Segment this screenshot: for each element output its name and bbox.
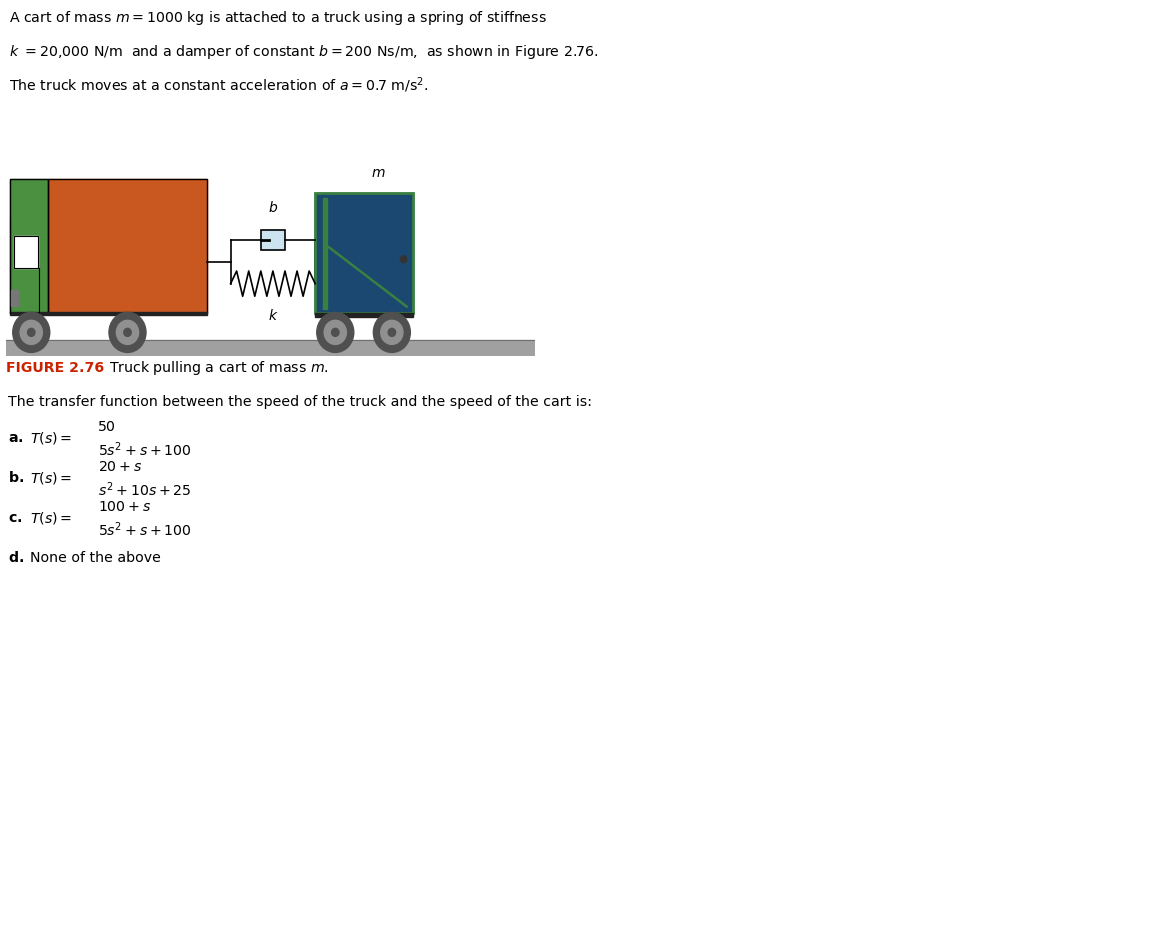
Bar [11,179,48,313]
Circle shape [401,256,407,263]
Bar [323,198,327,309]
Bar [48,179,207,313]
Text: $k$: $k$ [268,308,278,323]
Circle shape [13,312,49,353]
Text: $T(s) =$: $T(s) =$ [31,470,72,486]
Bar [14,236,38,267]
Bar [48,179,207,313]
Bar [11,311,207,315]
Circle shape [381,321,403,344]
Circle shape [116,321,139,344]
Text: $20 + s$: $20 + s$ [98,460,142,474]
Circle shape [331,328,340,337]
Text: $\mathbf{d.}$: $\mathbf{d.}$ [8,551,25,566]
Bar [6,340,535,356]
Circle shape [20,321,42,344]
Text: $5s^2 + s + 100$: $5s^2 + s + 100$ [98,521,192,539]
Circle shape [388,328,396,337]
Bar [261,230,284,250]
Text: 50: 50 [98,419,116,433]
Text: $s^2 + 10s + 25$: $s^2 + 10s + 25$ [98,480,192,499]
Text: $b$: $b$ [268,201,278,216]
Circle shape [123,328,132,337]
Text: The truck moves at a constant acceleration of $a = 0.7$ m/s$^2$.: The truck moves at a constant accelerati… [9,75,429,95]
Bar [14,236,38,267]
Text: $m$: $m$ [371,166,387,180]
Circle shape [317,312,354,353]
Text: $\mathbf{c.}$: $\mathbf{c.}$ [8,510,22,524]
Bar [315,193,412,313]
Text: $k\ = 20{,}000$ N/m  and a damper of constant $b = 200$ Ns/m,  as shown in Figur: $k\ = 20{,}000$ N/m and a damper of cons… [9,43,599,61]
Text: FIGURE 2.76: FIGURE 2.76 [6,361,105,374]
Circle shape [324,321,347,344]
Text: $T(s) =$: $T(s) =$ [31,430,72,446]
Bar [12,290,18,306]
Bar [315,313,412,317]
Text: Truck pulling a cart of mass $m$.: Truck pulling a cart of mass $m$. [109,358,329,377]
Circle shape [109,312,146,353]
Text: $100 + s$: $100 + s$ [98,500,152,514]
Text: $5s^2 + s + 100$: $5s^2 + s + 100$ [98,441,192,459]
Bar [11,179,48,313]
Circle shape [27,328,35,337]
Text: $\mathbf{a.}$: $\mathbf{a.}$ [8,431,24,445]
Bar [315,193,412,313]
Text: None of the above: None of the above [31,551,161,565]
Text: $\mathbf{b.}$: $\mathbf{b.}$ [8,470,25,485]
Text: $T(s) =$: $T(s) =$ [31,509,72,525]
Text: A cart of mass $m = 1000$ kg is attached to a truck using a spring of stiffness: A cart of mass $m = 1000$ kg is attached… [9,9,548,27]
Text: The transfer function between the speed of the truck and the speed of the cart i: The transfer function between the speed … [8,395,592,409]
Circle shape [374,312,410,353]
